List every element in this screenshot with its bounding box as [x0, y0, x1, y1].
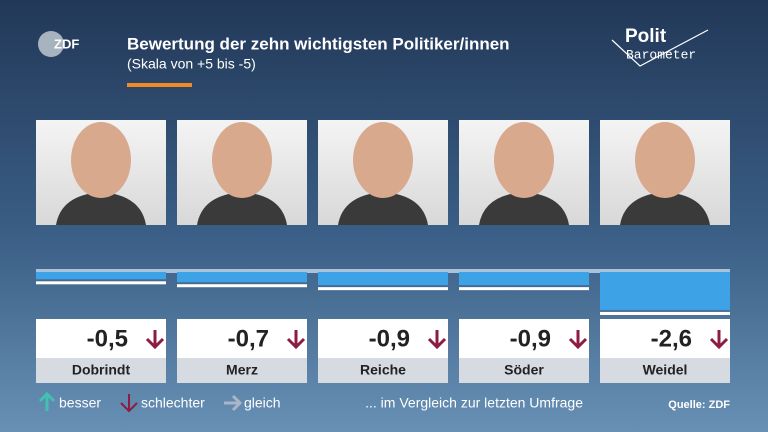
photo-face: [71, 122, 131, 198]
bar: [459, 272, 589, 286]
brand-top: Polit: [625, 26, 667, 47]
bar-edge: [600, 311, 730, 315]
value-label: -0,5: [87, 325, 128, 352]
chart-title: Bewertung der zehn wichtigsten Politiker…: [127, 34, 510, 53]
name-box: [177, 358, 307, 383]
trend-arrow: [568, 330, 588, 350]
photo-figure: [197, 192, 287, 225]
trend-arrow: [145, 330, 165, 350]
note: ... im Vergleich zur letzten Umfrage: [365, 395, 583, 411]
value-box: [36, 319, 166, 358]
chart-subtitle: (Skala von +5 bis -5): [127, 56, 256, 72]
value-label: -0,9: [369, 325, 410, 352]
photo-figure: [338, 192, 428, 225]
legend-label: schlechter: [141, 395, 205, 411]
trend-arrow: [427, 330, 447, 350]
trend-arrow: [224, 394, 243, 412]
value-label: -2,6: [651, 325, 692, 352]
legend-label: besser: [59, 395, 101, 411]
trend-arrow: [286, 330, 306, 350]
bar: [600, 272, 730, 310]
photo-figure: [479, 192, 569, 225]
name-box: [459, 358, 589, 383]
bar-edge: [177, 284, 307, 288]
name-box: [36, 358, 166, 383]
photo-face: [494, 122, 554, 198]
photo-face: [212, 122, 272, 198]
photo-figure: [56, 192, 146, 225]
bar: [177, 272, 307, 283]
value-label: -0,7: [228, 325, 269, 352]
bar-edge: [318, 287, 448, 291]
value-box: [459, 319, 589, 358]
category-label: Merz: [226, 362, 258, 378]
source: Quelle: ZDF: [668, 399, 730, 411]
bar: [318, 272, 448, 286]
bar-edge: [459, 287, 589, 291]
photo-face: [353, 122, 413, 198]
legend-label: gleich: [244, 395, 281, 411]
title-underline: [127, 83, 192, 87]
category-label: Söder: [504, 362, 544, 378]
value-box: [177, 319, 307, 358]
logo-mark: [38, 31, 64, 57]
category-label: Weidel: [643, 362, 688, 378]
name-box: [318, 358, 448, 383]
logo: ZDF: [54, 36, 79, 51]
name-box: [600, 358, 730, 383]
value-label: -0,9: [510, 325, 551, 352]
trend-arrow: [709, 330, 729, 350]
category-label: Reiche: [360, 362, 406, 378]
bar-edge: [36, 281, 166, 285]
value-box: [318, 319, 448, 358]
baseline: [36, 269, 730, 273]
category-label: Dobrindt: [72, 362, 131, 378]
bar: [36, 272, 166, 280]
photo-face: [635, 122, 695, 198]
trend-arrow: [120, 394, 138, 413]
value-box: [600, 319, 730, 358]
brand-check: [611, 29, 709, 67]
photo-figure: [620, 192, 710, 225]
trend-arrow: [38, 391, 56, 411]
